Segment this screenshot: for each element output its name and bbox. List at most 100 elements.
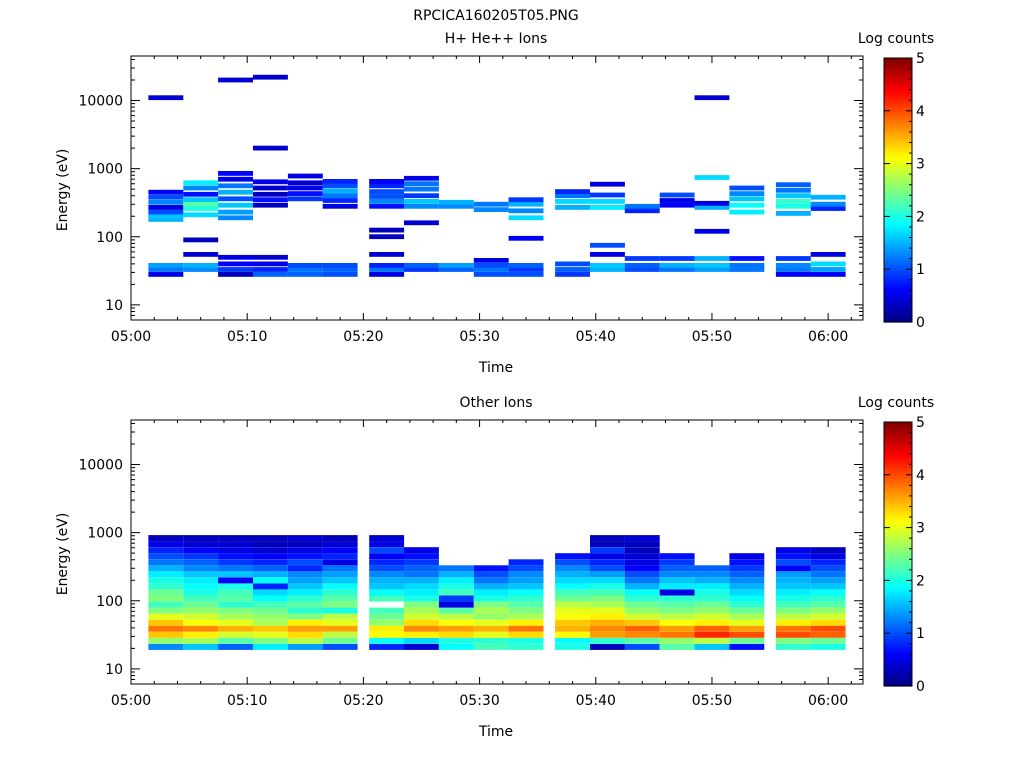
heatmap-cell xyxy=(624,565,660,572)
x-tick-label: 05:30 xyxy=(459,329,499,345)
colorbar-segment xyxy=(884,136,912,140)
heatmap-cell xyxy=(322,571,358,578)
y-tick-label: 10 xyxy=(105,298,123,314)
heatmap-cell xyxy=(810,595,846,602)
heatmap-cell xyxy=(404,595,439,602)
colorbar-segment xyxy=(884,510,912,514)
heatmap-cell xyxy=(659,192,695,198)
colorbar-segment xyxy=(884,457,912,460)
heatmap-cell xyxy=(473,263,509,268)
colorbar-segment xyxy=(884,200,912,203)
colorbar-segment xyxy=(884,146,912,150)
colorbar-segment xyxy=(884,192,912,195)
heatmap-cell xyxy=(148,565,184,572)
heatmap-cell xyxy=(218,183,253,189)
heatmap-cell xyxy=(369,553,405,560)
heatmap-cell xyxy=(253,74,288,80)
colorbar-segment xyxy=(884,216,912,220)
heatmap-cell xyxy=(555,559,590,566)
heatmap-cell xyxy=(322,559,358,566)
colorbar-segment xyxy=(884,661,912,664)
heatmap-cell xyxy=(624,571,660,578)
heatmap-cell xyxy=(148,559,184,566)
colorbar-segment xyxy=(884,667,912,671)
heatmap-cell xyxy=(218,613,253,620)
heatmap-cell xyxy=(659,198,695,203)
heatmap-cell xyxy=(775,187,811,193)
colorbar-segment xyxy=(884,432,912,435)
heatmap-cell xyxy=(218,601,253,608)
colorbar-segment xyxy=(884,218,912,222)
heatmap-cell xyxy=(253,179,288,185)
x-tick-label: 05:00 xyxy=(111,693,151,709)
colorbar-segment xyxy=(884,231,912,234)
heatmap-cell xyxy=(438,643,474,650)
heatmap-cell xyxy=(729,607,765,614)
heatmap-cell xyxy=(729,589,765,596)
colorbar-segment xyxy=(884,681,912,685)
colorbar-segment xyxy=(884,161,912,164)
heatmap-cell xyxy=(729,202,765,208)
colorbar-segment xyxy=(884,253,912,257)
heatmap-cell xyxy=(775,565,811,572)
colorbar-segment xyxy=(884,107,912,111)
heatmap-cell xyxy=(322,601,358,608)
heatmap-cell xyxy=(508,559,544,566)
heatmap-cell xyxy=(322,631,358,638)
heatmap-cell xyxy=(590,565,625,572)
colorbar-segment xyxy=(884,99,912,102)
heatmap-cell xyxy=(183,589,219,596)
colorbar-segment xyxy=(884,648,912,652)
heatmap-cell xyxy=(183,535,219,542)
heatmap-cell xyxy=(183,613,219,620)
heatmap-cell xyxy=(322,637,358,644)
heatmap-cell xyxy=(694,577,730,584)
heatmap-cell xyxy=(148,625,184,632)
colorbar-segment xyxy=(884,315,912,319)
colorbar-segment xyxy=(884,492,912,495)
heatmap-cell xyxy=(369,637,405,644)
heatmap-cell xyxy=(438,595,474,602)
heatmap-cell xyxy=(694,619,730,626)
heatmap-cell xyxy=(810,571,846,578)
colorbar-segment xyxy=(884,591,912,594)
colorbar-segment xyxy=(884,187,912,191)
heatmap-cell xyxy=(555,613,590,620)
heatmap-cell xyxy=(438,637,474,644)
colorbar-segment xyxy=(884,597,912,600)
heatmap-cell xyxy=(369,199,405,204)
heatmap-cell xyxy=(810,272,846,277)
heatmap-cell xyxy=(438,613,474,620)
colorbar-tick-label: 3 xyxy=(916,521,925,537)
heatmap-cell xyxy=(183,263,219,268)
heatmap-cell xyxy=(322,541,358,548)
heatmap-cell xyxy=(590,199,625,204)
heatmap-cell xyxy=(624,619,660,626)
heatmap-cell xyxy=(253,577,288,584)
heatmap-cell xyxy=(624,541,660,548)
heatmap-cell xyxy=(729,196,765,202)
colorbar-tick-label: 1 xyxy=(916,626,925,642)
heatmap-cell xyxy=(287,553,323,560)
heatmap-cell xyxy=(775,199,811,204)
heatmap-cell xyxy=(590,192,625,198)
heatmap-cell xyxy=(508,267,544,272)
heatmap-cell xyxy=(183,583,219,590)
heatmap-cell xyxy=(369,559,405,566)
heatmap-cell xyxy=(183,180,219,186)
colorbar-segment xyxy=(884,64,912,67)
colorbar-segment xyxy=(884,650,912,654)
heatmap-cell xyxy=(253,643,288,650)
colorbar-segment xyxy=(884,518,912,522)
heatmap-cell xyxy=(438,619,474,626)
colorbar-segment xyxy=(884,560,912,563)
heatmap-cell xyxy=(729,643,765,650)
heatmap-cell xyxy=(253,197,288,203)
colorbar-segment xyxy=(884,148,912,152)
x-tick-label: 05:20 xyxy=(343,329,383,345)
colorbar-segment xyxy=(884,525,912,528)
colorbar-segment xyxy=(884,512,912,516)
heatmap-cell xyxy=(287,541,323,548)
heatmap-cell xyxy=(148,209,184,215)
heatmap-cell xyxy=(148,535,184,542)
